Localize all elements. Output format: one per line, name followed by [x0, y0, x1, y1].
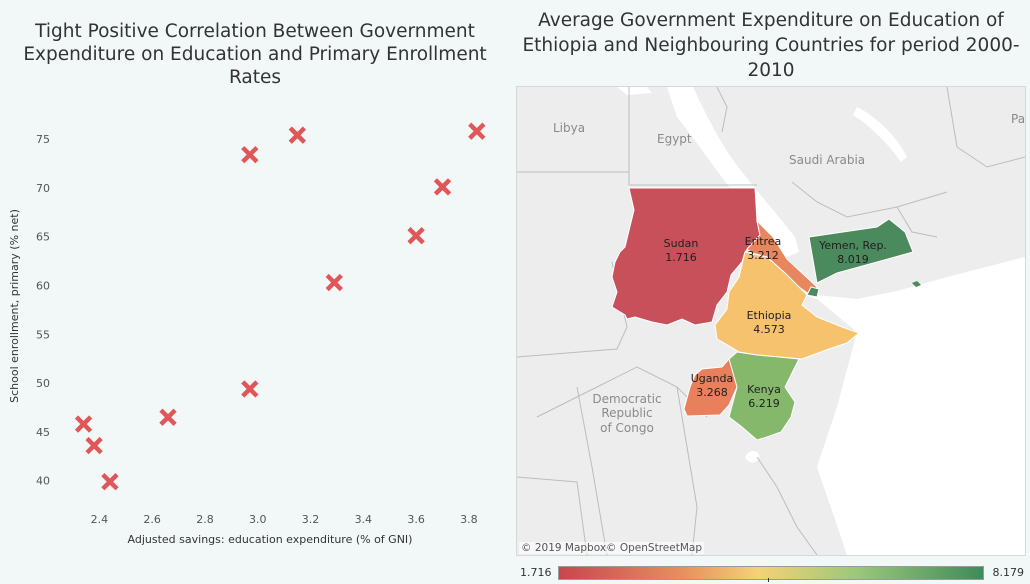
scatter-point[interactable]: [241, 145, 259, 164]
x-tick-label: 2.8: [196, 513, 214, 526]
legend-gradient-bar: [558, 566, 984, 580]
map-label-eritrea-value: 3.212: [747, 249, 779, 262]
x-tick-label: 3.8: [460, 513, 478, 526]
country-ethiopia[interactable]: [714, 251, 860, 360]
x-tick-label: 3.4: [355, 513, 373, 526]
scatter-point[interactable]: [159, 408, 177, 426]
y-tick-label: 45: [36, 426, 50, 439]
map-label-egypt: Egypt: [657, 132, 692, 146]
country-uganda[interactable]: [683, 358, 740, 417]
persian-gulf: [853, 107, 907, 162]
scatter-point[interactable]: [74, 415, 93, 433]
country-yemen[interactable]: [808, 218, 914, 284]
map-label-sudan-value: 1.716: [665, 251, 697, 264]
x-tick-label: 3.6: [407, 513, 425, 526]
map-label-eritrea-name: Eritrea: [745, 235, 782, 248]
map-label-yemen-value: 8.019: [837, 253, 869, 266]
scatter-point[interactable]: [468, 122, 486, 140]
map-label-pa: Pa: [1011, 112, 1025, 126]
map-label-uganda-name: Uganda: [691, 372, 733, 385]
x-tick-label: 3.0: [249, 513, 267, 526]
x-tick-label: 2.4: [91, 513, 109, 526]
map-title: Average Government Expenditure on Educat…: [522, 10, 1020, 81]
country-djibouti-area: [806, 286, 820, 298]
map-label-ethiopia-name: Ethiopia: [747, 309, 792, 322]
y-tick-label: 40: [36, 475, 50, 488]
scatter-point[interactable]: [101, 473, 119, 491]
legend-min-label: 1.716: [520, 566, 552, 579]
scatter-point[interactable]: [433, 178, 452, 196]
scatter-point[interactable]: [85, 436, 103, 455]
color-legend: 1.716 8.179: [516, 562, 1024, 582]
map-attribution[interactable]: © 2019 Mapbox© OpenStreetMap: [519, 542, 704, 554]
legend-tick: [768, 578, 769, 582]
x-tick-label: 3.2: [302, 513, 320, 526]
map-label-saudi-arabia: Saudi Arabia: [789, 153, 865, 167]
scatter-point[interactable]: [325, 273, 343, 292]
map-label-ethiopia-value: 4.573: [753, 323, 785, 336]
mediterranean-sea: [617, 87, 652, 95]
scatter-plot[interactable]: 40 45 50 55 60 65 70 75 2.4 2.6 2.8 3.0 3.2 3.4 3.6 3.…: [0, 0, 512, 560]
map-label-libya: Libya: [553, 121, 585, 135]
map-label-kenya-value: 6.219: [748, 397, 780, 410]
map-label-yemen-name: Yemen, Rep.: [818, 239, 887, 252]
lake-victoria: [745, 450, 760, 463]
scatter-point[interactable]: [288, 126, 307, 144]
country-kenya[interactable]: [728, 351, 800, 441]
y-tick-label: 60: [36, 279, 50, 292]
indian-ocean: [779, 257, 1025, 555]
scatter-point[interactable]: [407, 227, 425, 245]
red-sea: [667, 87, 799, 257]
y-tick-label: 50: [36, 377, 50, 390]
x-tick-label: 2.6: [143, 513, 161, 526]
y-tick-label: 70: [36, 182, 50, 195]
map[interactable]: Libya Egypt Saudi Arabia Democratic Repu…: [516, 86, 1026, 556]
y-tick-label: 65: [36, 231, 50, 244]
socotra-island: [912, 281, 921, 287]
y-tick-label: 55: [36, 328, 50, 341]
y-axis-label: School enrollment, primary (% net): [8, 209, 21, 403]
y-tick-label: 75: [36, 133, 50, 146]
map-label-drc-line3: of Congo: [600, 421, 654, 435]
map-label-uganda-value: 3.268: [696, 386, 728, 399]
map-label-kenya-name: Kenya: [747, 383, 781, 396]
map-label-drc-line2: Republic: [601, 406, 652, 420]
scatter-title: Tight Positive Correlation Between Gover…: [23, 21, 487, 88]
legend-max-label: 8.179: [992, 566, 1025, 579]
x-axis-label: Adjusted savings: education expenditure …: [128, 533, 413, 546]
scatter-point[interactable]: [241, 380, 259, 398]
map-label-drc-line1: Democratic: [592, 392, 661, 406]
map-label-sudan-name: Sudan: [664, 237, 699, 250]
